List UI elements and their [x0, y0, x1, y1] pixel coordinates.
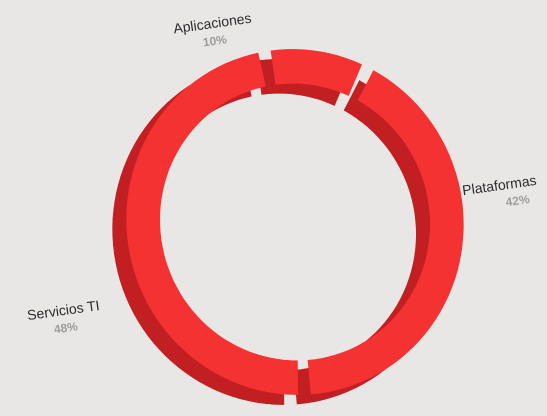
slice-label-aplicaciones: Aplicaciones	[172, 10, 252, 37]
slice-percent-plataformas: 42%	[505, 192, 531, 209]
slice-percent-servicios-ti: 48%	[53, 319, 79, 336]
slice-percent-aplicaciones: 10%	[202, 32, 228, 49]
slice-servicios-ti	[126, 52, 299, 395]
donut-top-faces	[126, 49, 464, 395]
slice-plataformas	[307, 70, 464, 395]
slice-label-servicios-ti: Servicios TI	[26, 297, 100, 323]
slice-aplicaciones	[270, 49, 362, 96]
